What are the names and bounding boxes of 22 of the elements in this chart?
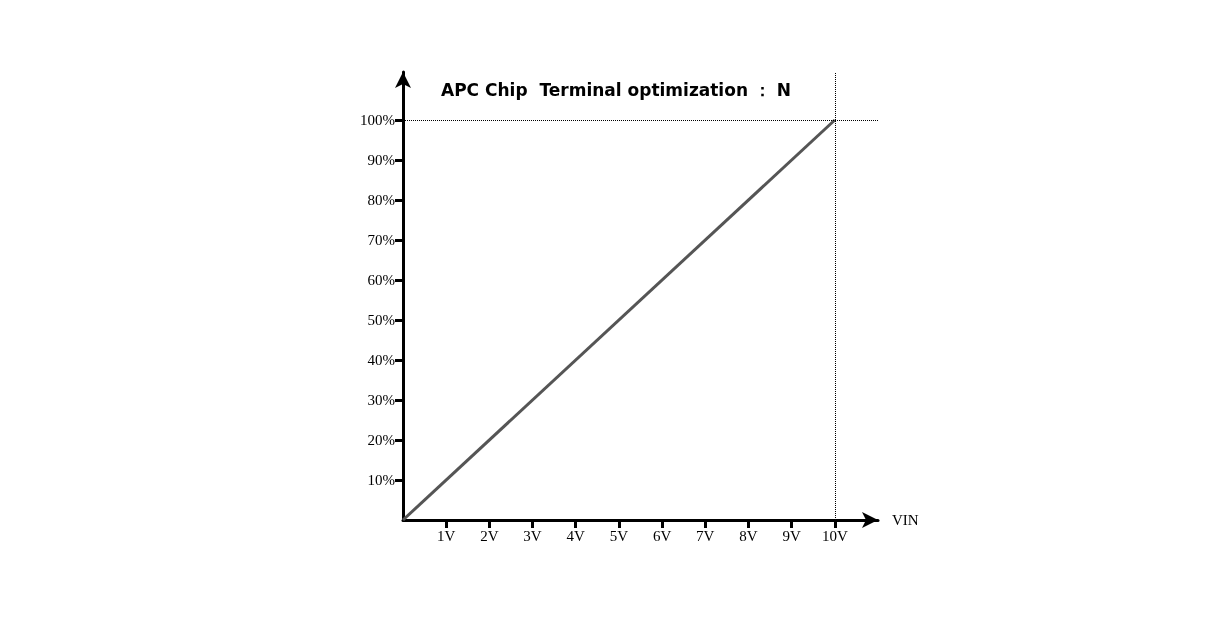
x-tick-label: 4V	[566, 527, 586, 544]
x-tick-label: 6V	[652, 527, 672, 544]
chart-title: APC Chip Terminal optimization ： N	[441, 79, 792, 100]
x-axis-title: VIN	[892, 512, 919, 528]
x-tick-label: 2V	[480, 527, 499, 544]
y-tick-label: 70%	[367, 232, 395, 248]
y-tick-label: 100%	[360, 112, 395, 128]
y-tick-label: 10%	[367, 472, 395, 488]
y-tick-label: 90%	[367, 152, 395, 168]
x-tick-label: 9V	[782, 527, 801, 544]
x-tick-label: 5V	[609, 527, 629, 544]
x-tick-label: 8V	[739, 527, 758, 544]
y-tick-label: 50%	[367, 312, 395, 328]
x-tick-label: 10V	[821, 527, 848, 544]
y-tick-label: 30%	[367, 392, 395, 408]
x-tick-label: 7V	[696, 527, 715, 544]
y-tick-label: 60%	[367, 272, 395, 288]
y-tick-label: 20%	[367, 432, 395, 448]
y-tick-label: 80%	[367, 192, 395, 208]
y-tick-label: 40%	[367, 352, 395, 368]
x-tick-label: 1V	[437, 527, 456, 544]
x-tick-label: 3V	[523, 527, 542, 544]
